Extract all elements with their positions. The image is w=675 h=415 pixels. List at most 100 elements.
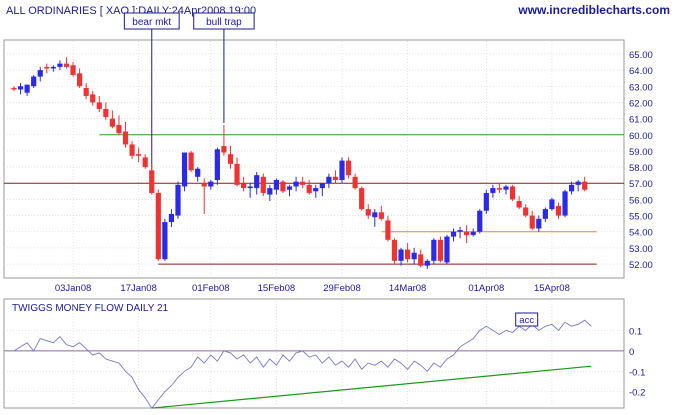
- candle-body: [345, 160, 352, 176]
- candle-body: [201, 183, 207, 187]
- candle-body: [24, 84, 30, 93]
- annotation-box: [193, 12, 255, 30]
- candle-body: [136, 154, 142, 156]
- date-tick-label: 15Apr08: [534, 283, 570, 294]
- candle-body: [477, 210, 483, 232]
- indicator-series: acc: [13, 312, 592, 409]
- candle-body: [116, 125, 122, 134]
- indicator-tick-label: -0.1: [629, 367, 645, 378]
- date-tick-label: 17Jan08: [120, 283, 156, 294]
- horizontal-levels: [4, 134, 624, 265]
- candle-body: [96, 102, 102, 109]
- date-tick-label: 01Feb08: [192, 283, 230, 294]
- candle-body: [444, 236, 450, 263]
- candle-body: [359, 188, 365, 210]
- candle-body: [450, 231, 457, 237]
- candle-body: [17, 86, 24, 90]
- candle-body: [418, 254, 424, 266]
- candle-body: [300, 181, 306, 185]
- candle-body: [50, 66, 56, 69]
- date-tick-label: 03Jan08: [55, 283, 91, 294]
- candle-body: [516, 201, 522, 208]
- candle-body: [162, 222, 168, 260]
- candlesticks: [11, 57, 588, 269]
- date-tick-label: 15Feb08: [258, 283, 296, 294]
- candle-body: [437, 239, 443, 261]
- candle-body: [326, 176, 332, 184]
- indicator-tick-label: 0: [629, 347, 634, 358]
- candle-body: [44, 66, 50, 69]
- annotation-lines: [151, 29, 225, 180]
- date-tick-label: 14Mar08: [389, 283, 427, 294]
- candle-body: [378, 212, 384, 219]
- candle-body: [509, 186, 516, 200]
- candle-body: [103, 108, 109, 117]
- indicator-title: TWIGGS MONEY FLOW DAILY 21: [12, 303, 169, 314]
- annotation-labels: bear mkt bull trap: [123, 12, 255, 30]
- candle-body: [385, 220, 391, 240]
- candle-body: [267, 188, 273, 195]
- candle-body: [273, 180, 279, 190]
- candle-body: [562, 191, 568, 216]
- candle-body: [175, 184, 181, 216]
- annotation-label: bear mkt: [132, 17, 171, 28]
- price-tick-label: 63.00: [629, 82, 653, 93]
- price-tick-label: 61.00: [629, 115, 653, 126]
- candle-body: [247, 186, 253, 189]
- candle-body: [457, 230, 463, 232]
- acc-label-box: [515, 312, 539, 327]
- indicator-panel-frame: [3, 298, 625, 409]
- indicator-tick-label: 0.1: [629, 326, 642, 337]
- candle-body: [142, 157, 148, 168]
- candle-body: [464, 231, 470, 235]
- candle-body: [109, 118, 115, 127]
- candle-body: [254, 175, 260, 189]
- candle-body: [424, 260, 430, 266]
- candle-body: [575, 181, 581, 185]
- candle-body: [90, 94, 96, 103]
- accumulation-trendline: [151, 365, 592, 409]
- candle-body: [569, 184, 575, 192]
- candle-body: [549, 199, 555, 210]
- candle-body: [70, 65, 76, 75]
- date-tick-label: 01Apr08: [468, 283, 504, 294]
- candle-body: [260, 176, 266, 193]
- price-tick-label: 56.00: [629, 195, 653, 206]
- candle-body: [122, 131, 129, 145]
- candle-body: [306, 184, 312, 193]
- candle-body: [155, 192, 161, 260]
- candle-body: [319, 183, 325, 189]
- candle-body: [496, 188, 503, 190]
- price-tick-label: 54.00: [629, 228, 653, 239]
- candle-body: [293, 181, 299, 187]
- date-tick-label: 29Feb08: [323, 283, 361, 294]
- candle-body: [149, 170, 155, 193]
- candle-body: [490, 188, 496, 193]
- price-axis-labels: 65.00 64.00 63.00 62.00 61.00 60.00 59.00 58.00…: [629, 50, 653, 271]
- candle-body: [168, 213, 175, 223]
- candle-body: [221, 146, 227, 153]
- candle-body: [241, 183, 247, 189]
- price-tick-label: 57.00: [629, 179, 653, 190]
- price-panel-frame: [3, 39, 625, 279]
- candle-body: [195, 168, 201, 177]
- candle-body: [372, 212, 378, 218]
- candle-body: [214, 149, 220, 181]
- candle-body: [352, 176, 358, 189]
- brand-link[interactable]: www.incrediblecharts.com: [517, 3, 670, 17]
- candle-body: [503, 186, 509, 190]
- date-axis-labels: 03Jan08 17Jan08 01Feb08 15Feb08 29Feb08 14Mar…: [55, 283, 570, 294]
- candle-body: [555, 205, 562, 216]
- candle-body: [542, 209, 548, 219]
- price-tick-label: 62.00: [629, 98, 653, 109]
- annotation-box: [123, 12, 180, 30]
- acc-label: acc: [519, 315, 534, 326]
- candle-body: [529, 215, 535, 229]
- price-tick-label: 59.00: [629, 147, 653, 158]
- candle-body: [339, 160, 345, 181]
- price-tick-label: 65.00: [629, 50, 653, 61]
- candle-body: [470, 231, 476, 235]
